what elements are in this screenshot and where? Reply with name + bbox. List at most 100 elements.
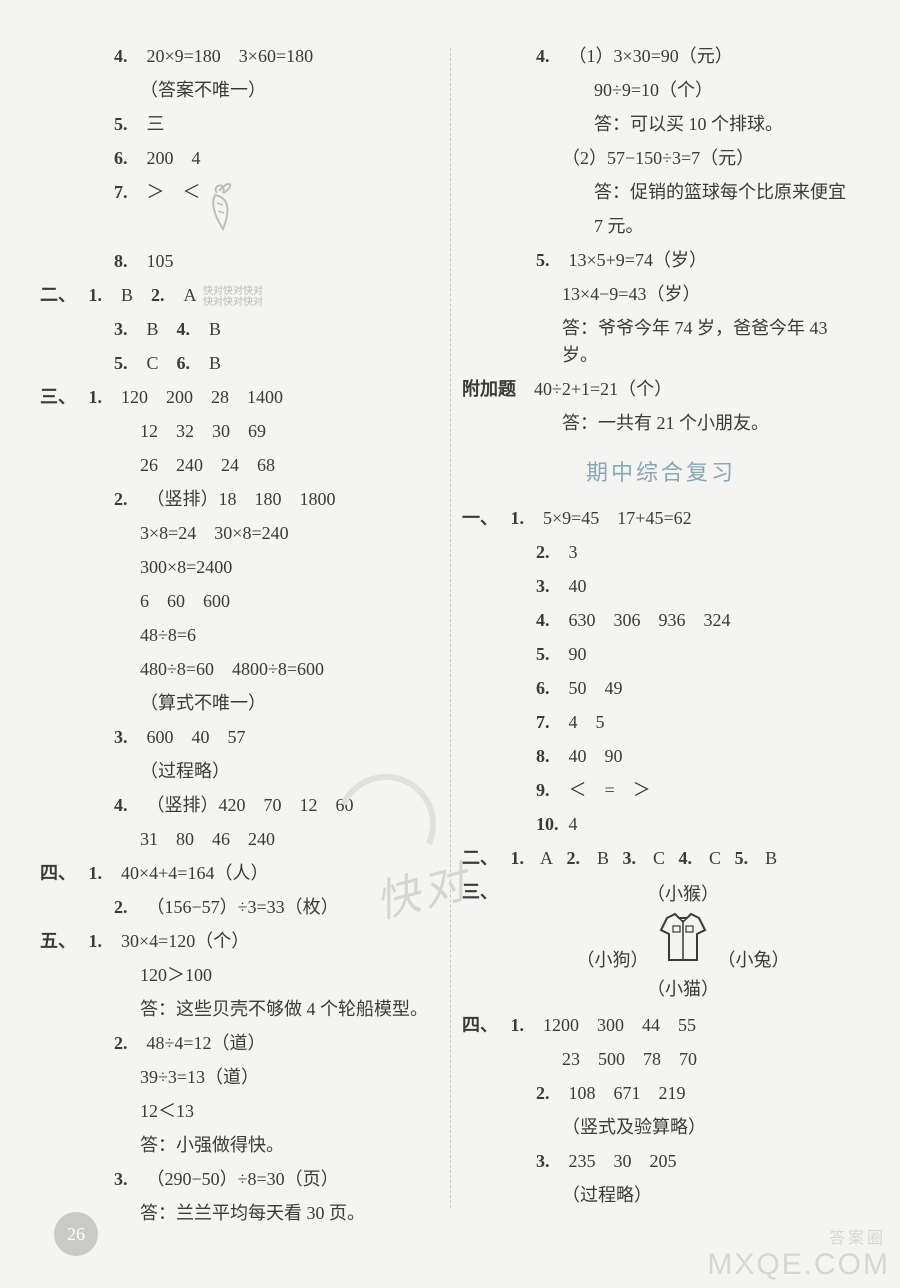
list-item: 3. 600 40 57 (40, 724, 438, 751)
item-text: A (540, 848, 553, 868)
list-item: 9. ＜ = ＞ (462, 777, 860, 804)
item-number: 9. (536, 777, 562, 804)
item-number: 2. (114, 894, 140, 921)
list-item: 4. （1）3×30=90（元） (462, 43, 860, 70)
section-label: 二、 (40, 282, 84, 309)
item-text: （过程略） (462, 1182, 860, 1209)
item-text: 4 (569, 811, 578, 838)
brand-name: 答案圈 (829, 1224, 886, 1248)
item-text: 300×8=2400 (40, 554, 438, 581)
item-number: 1. (89, 384, 115, 411)
section-title: 期中综合复习 (462, 455, 860, 487)
list-item: 三、 （小猴） （小狗） （小兔） (462, 879, 860, 1005)
item-text: 200 4 (147, 145, 201, 172)
item-text: 答：兰兰平均每天看 30 页。 (40, 1200, 438, 1227)
item-number: 5. (114, 350, 140, 377)
item-number: 1. (89, 928, 115, 955)
list-item: 5. C 6. B (40, 350, 438, 377)
list-item: 7. 4 5 (462, 709, 860, 736)
item-text: 40 (569, 573, 587, 600)
list-item: 4. 630 306 936 324 (462, 607, 860, 634)
item-text: 90÷9=10（个） (462, 77, 860, 104)
item-text: 120＞100 (40, 962, 438, 989)
list-item: 五、 1. 30×4=120（个） (40, 928, 438, 955)
item-text: 23 500 78 70 (462, 1046, 860, 1073)
item-text: 答：促销的篮球每个比原来便宜 (462, 179, 860, 206)
item-number: 4. (177, 316, 203, 343)
item-number: 6. (177, 350, 203, 377)
item-text: ＞ ＜ (147, 179, 201, 206)
item-number: 4. (114, 43, 140, 70)
list-item: 4. （竖排）420 70 12 60 (40, 792, 438, 819)
section-label: 四、 (462, 1012, 506, 1039)
item-number: 5. (536, 641, 562, 668)
item-text: 答：爷爷今年 74 岁，爸爸今年 43 岁。 (462, 315, 860, 369)
item-number: 3. (114, 1166, 140, 1193)
item-text: 40×4+4=164（人） (121, 860, 268, 887)
item-number: 1. (511, 845, 537, 872)
list-item: 2. 48÷4=12（道） (40, 1030, 438, 1057)
item-text: 50 49 (569, 675, 623, 702)
item-text: （算式不唯一） (40, 690, 438, 717)
shirt-diagram: （小猴） （小狗） （小兔） （小猫） (506, 879, 860, 1005)
item-text: 3×8=24 30×8=240 (40, 520, 438, 547)
section-label: 一、 (462, 505, 506, 532)
wm-line: 快对快对快对 (203, 286, 263, 297)
pos-bottom: （小猫） (506, 976, 860, 1003)
pos-left: （小狗） (577, 950, 649, 970)
item-text: 90 (569, 641, 587, 668)
list-item: 附加题 40÷2+1=21（个） (462, 376, 860, 403)
list-item: 3. 235 30 205 (462, 1148, 860, 1175)
list-item: 6. 50 49 (462, 675, 860, 702)
page-number-badge: 26 (54, 1212, 98, 1256)
item-text: （竖式及验算略） (462, 1114, 860, 1141)
item-number: 7. (114, 179, 140, 206)
item-text: 1200 300 44 55 (543, 1012, 696, 1039)
item-text: 26 240 24 68 (40, 452, 438, 479)
item-text: 7 元。 (462, 213, 860, 240)
item-text: 630 306 936 324 (569, 607, 731, 634)
item-text: 30×4=120（个） (121, 928, 249, 955)
item-number: 2. (536, 1080, 562, 1107)
brand-url: MXQE.COM (707, 1248, 890, 1282)
item-number: 6. (114, 145, 140, 172)
list-item: 四、 1. 1200 300 44 55 (462, 1012, 860, 1039)
list-item: 三、 1. 120 200 28 1400 (40, 384, 438, 411)
bonus-label: 附加题 (462, 379, 516, 399)
item-text: C (147, 350, 159, 377)
list-item: 5. 三 (40, 111, 438, 138)
item-text: 13×4−9=43（岁） (462, 281, 860, 308)
item-number: 4. (679, 845, 705, 872)
section-label: 五、 (40, 928, 84, 955)
item-text: （2）57−150÷3=7（元） (462, 145, 860, 172)
list-item: 3. （290−50）÷8=30（页） (40, 1166, 438, 1193)
item-number: 3. (623, 845, 649, 872)
list-item: 二、 1. B 2. A 快对快对快对 快对快对快对 (40, 282, 438, 309)
list-item: 2. 108 671 219 (462, 1080, 860, 1107)
item-text: 40÷2+1=21（个） (534, 379, 672, 399)
item-number: 2. (114, 486, 140, 513)
pos-right: （小兔） (718, 950, 790, 970)
item-text: 20×9=180 3×60=180 (147, 43, 314, 70)
section-label: 四、 (40, 860, 84, 887)
item-number: 2. (536, 539, 562, 566)
item-number: 1. (89, 282, 115, 309)
item-number: 3. (114, 316, 140, 343)
section-label: 三、 (462, 879, 506, 906)
list-item: 6. 200 4 (40, 145, 438, 172)
list-item: 8. 40 90 (462, 743, 860, 770)
item-number: 8. (114, 248, 140, 275)
wm-line: 快对快对快对 (203, 297, 263, 308)
item-text: 13×5+9=74（岁） (569, 247, 707, 274)
list-item: 7. ＞ ＜ (40, 179, 438, 241)
section-label: 三、 (40, 384, 84, 411)
item-text: C (709, 848, 721, 868)
item-text: B (147, 316, 159, 343)
item-number: 8. (536, 743, 562, 770)
item-number: 1. (511, 1012, 537, 1039)
page-root: 快对 4. 20×9=180 3×60=180 （答案不唯一） 5. 三 6. … (0, 0, 900, 1288)
item-text: 108 671 219 (569, 1080, 686, 1107)
item-text: （290−50）÷8=30（页） (147, 1166, 339, 1193)
item-number: 3. (536, 573, 562, 600)
item-number: 2. (151, 282, 177, 309)
